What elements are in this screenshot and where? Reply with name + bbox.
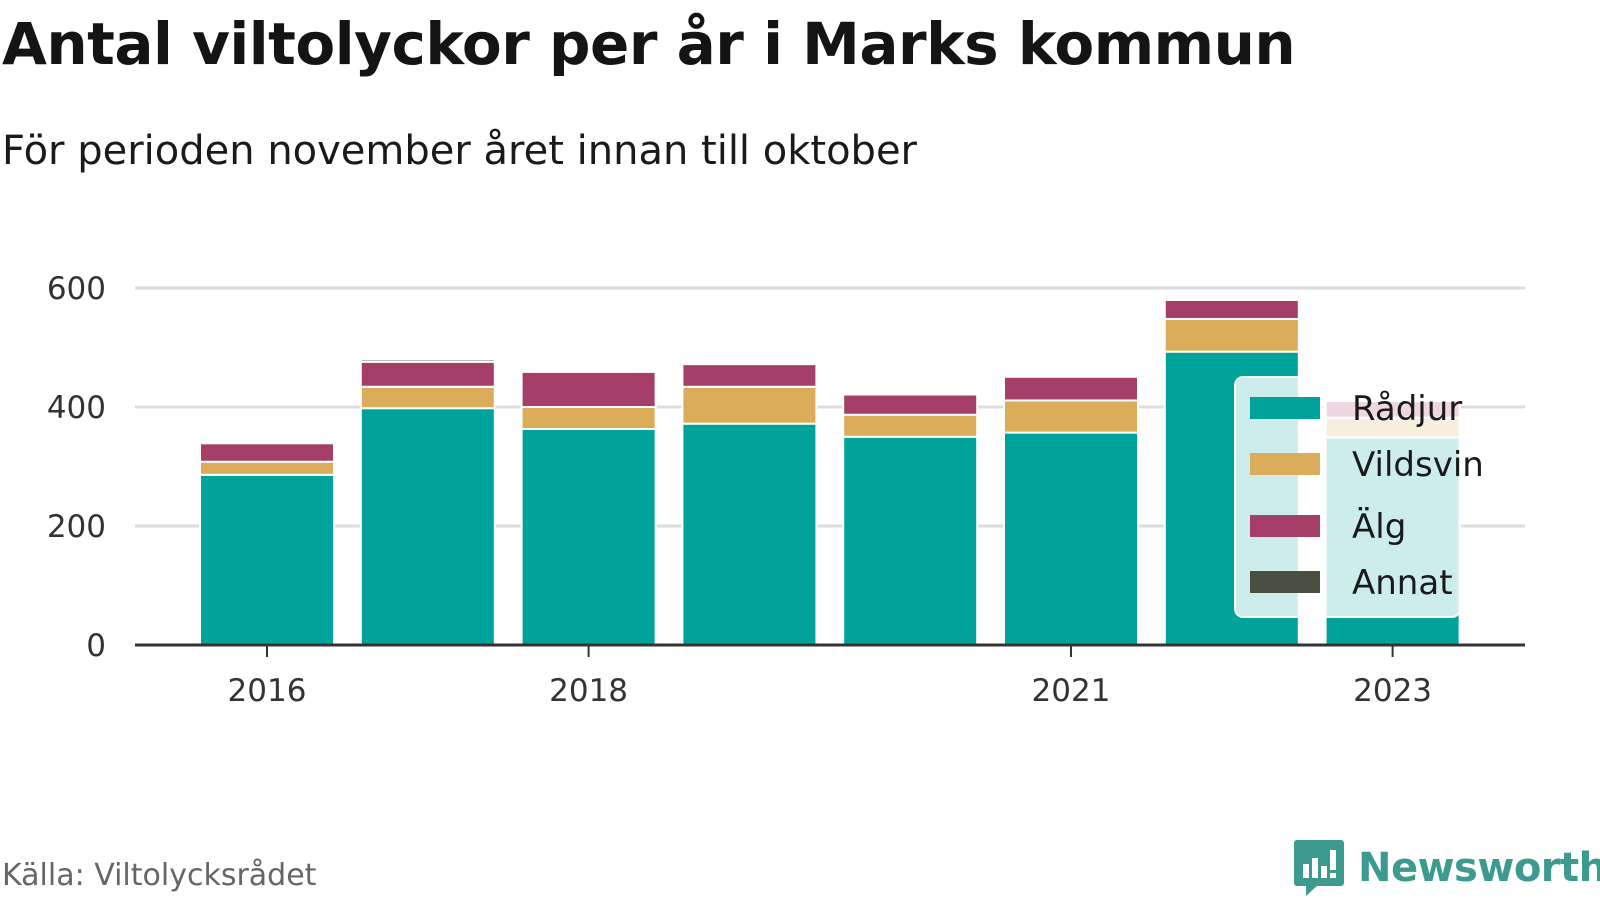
x-tick-label: 2018 <box>549 673 628 709</box>
bar-stack-2017 <box>359 358 496 646</box>
bar-segment <box>842 413 979 438</box>
bar-segment <box>1003 373 1139 378</box>
bar-segment <box>199 442 335 463</box>
x-tick-label: 2023 <box>1353 673 1432 709</box>
legend-box <box>1234 376 1461 618</box>
bar-segment <box>681 422 818 646</box>
bar-stack-2016 <box>199 442 335 646</box>
legend-swatch <box>1250 453 1320 475</box>
bar-segment <box>199 460 335 476</box>
bar-segment <box>1003 399 1139 434</box>
legend-label: Vildsvin <box>1352 445 1484 485</box>
x-tick-label: 2016 <box>228 673 307 709</box>
bar-segment <box>359 407 496 646</box>
bar-segment <box>1003 431 1139 646</box>
bar-segment <box>199 473 335 646</box>
stacked-bar-chart: 0 200 400 600 2016 2018 2021 2023 Rådjur Vildsvi… <box>47 271 1525 709</box>
bar-segment <box>1163 298 1300 320</box>
legend-label: Älg <box>1352 507 1406 547</box>
bar-stack-2018 <box>520 370 657 647</box>
legend-swatch <box>1250 397 1320 419</box>
bar-segment <box>1003 375 1139 402</box>
bar-segment <box>359 385 496 410</box>
y-tick-label: 400 <box>47 390 106 426</box>
bar-segment <box>359 358 496 363</box>
bar-segment <box>681 363 818 388</box>
source-note: Källa: Viltolycksrådet <box>2 858 317 893</box>
legend-label: Annat <box>1352 563 1453 603</box>
bar-segment <box>842 435 979 646</box>
bar-stack-2020 <box>842 393 979 646</box>
bar-segment <box>359 360 496 388</box>
y-tick-label: 0 <box>86 628 106 664</box>
axes: 0 200 400 600 2016 2018 2021 2023 <box>47 271 1525 709</box>
bar-stack-2021 <box>1003 373 1139 646</box>
legend-swatch <box>1250 571 1320 593</box>
brand-name: Newsworthy <box>1358 845 1600 891</box>
legend-swatch <box>1250 515 1320 537</box>
bar-stack-2019 <box>681 363 818 646</box>
x-tick-label: 2021 <box>1032 673 1111 709</box>
bar-segment <box>842 393 979 416</box>
y-tick-label: 600 <box>47 271 106 307</box>
bar-segment <box>520 406 657 431</box>
bar-segment <box>520 370 657 408</box>
brand-logo: Newsworthy <box>1290 838 1600 898</box>
bar-segment <box>520 428 657 647</box>
bar-segment <box>681 385 818 425</box>
legend-label: Rådjur <box>1352 389 1462 429</box>
y-tick-label: 200 <box>47 509 106 545</box>
legend: Rådjur Vildsvin Älg Annat <box>1234 376 1484 618</box>
chart-subtitle: För perioden november året innan till ok… <box>2 128 917 174</box>
bar-segment <box>1163 317 1300 353</box>
newsworthy-logo-icon <box>1294 840 1344 896</box>
chart-title: Antal viltolyckor per år i Marks kommun <box>2 10 1296 78</box>
bar-segment <box>1163 297 1300 301</box>
